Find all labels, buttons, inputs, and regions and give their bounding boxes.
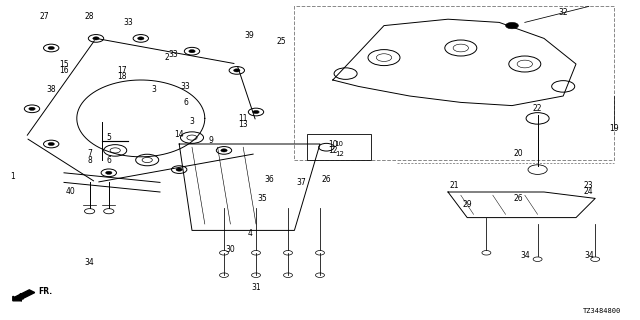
Text: 35: 35 bbox=[257, 194, 268, 203]
Text: 23: 23 bbox=[584, 181, 594, 190]
Text: 3: 3 bbox=[151, 85, 156, 94]
Text: 34: 34 bbox=[520, 252, 530, 260]
Circle shape bbox=[221, 149, 227, 152]
Text: 4: 4 bbox=[247, 229, 252, 238]
Text: 14: 14 bbox=[174, 130, 184, 139]
Text: 19: 19 bbox=[609, 124, 620, 132]
Bar bbox=[307, 134, 371, 160]
Circle shape bbox=[48, 142, 54, 146]
Circle shape bbox=[93, 37, 99, 40]
Text: 16: 16 bbox=[59, 66, 69, 75]
Text: 10: 10 bbox=[335, 141, 344, 147]
Text: 36: 36 bbox=[264, 175, 274, 184]
Text: 8: 8 bbox=[87, 156, 92, 164]
Circle shape bbox=[506, 22, 518, 29]
Text: FR.: FR. bbox=[38, 287, 52, 296]
FancyArrow shape bbox=[13, 290, 35, 301]
Text: 6: 6 bbox=[183, 98, 188, 107]
Circle shape bbox=[48, 46, 54, 50]
Text: 2: 2 bbox=[164, 53, 169, 62]
Text: 24: 24 bbox=[584, 188, 594, 196]
Text: 9: 9 bbox=[209, 136, 214, 145]
Text: 34: 34 bbox=[84, 258, 95, 267]
Text: 12: 12 bbox=[335, 151, 344, 156]
Text: 7: 7 bbox=[87, 149, 92, 158]
Text: 26: 26 bbox=[321, 175, 332, 184]
Text: 13: 13 bbox=[238, 120, 248, 129]
Text: 22: 22 bbox=[533, 104, 542, 113]
Text: 27: 27 bbox=[40, 12, 50, 20]
Circle shape bbox=[189, 50, 195, 53]
Text: 32: 32 bbox=[558, 8, 568, 17]
Circle shape bbox=[234, 69, 240, 72]
Text: 33: 33 bbox=[180, 82, 191, 91]
Text: 29: 29 bbox=[462, 200, 472, 209]
Text: 21: 21 bbox=[450, 181, 459, 190]
Text: 5: 5 bbox=[106, 133, 111, 142]
Text: 33: 33 bbox=[168, 50, 178, 59]
Text: 40: 40 bbox=[65, 188, 76, 196]
Text: 10: 10 bbox=[328, 140, 338, 148]
Text: 37: 37 bbox=[296, 178, 306, 187]
Text: 6: 6 bbox=[106, 156, 111, 164]
Circle shape bbox=[138, 37, 144, 40]
Text: 26: 26 bbox=[513, 194, 524, 203]
Text: 39: 39 bbox=[244, 31, 255, 40]
Text: 11: 11 bbox=[239, 114, 248, 123]
Text: 34: 34 bbox=[584, 252, 594, 260]
Text: 17: 17 bbox=[116, 66, 127, 75]
Circle shape bbox=[253, 110, 259, 114]
Text: 30: 30 bbox=[225, 245, 236, 254]
Text: 25: 25 bbox=[276, 37, 287, 46]
Circle shape bbox=[106, 171, 112, 174]
Circle shape bbox=[176, 168, 182, 171]
Text: 1: 1 bbox=[10, 172, 15, 180]
Text: 3: 3 bbox=[189, 117, 195, 126]
Text: TZ3484800: TZ3484800 bbox=[582, 308, 621, 314]
Text: 28: 28 bbox=[85, 12, 94, 20]
Text: 15: 15 bbox=[59, 60, 69, 68]
Circle shape bbox=[29, 107, 35, 110]
Text: 38: 38 bbox=[46, 85, 56, 94]
Text: 18: 18 bbox=[117, 72, 126, 81]
Bar bbox=[294, 6, 614, 160]
Text: 20: 20 bbox=[513, 149, 524, 158]
Text: 12: 12 bbox=[328, 146, 337, 155]
Text: 31: 31 bbox=[251, 284, 261, 292]
Text: 33: 33 bbox=[123, 18, 133, 27]
